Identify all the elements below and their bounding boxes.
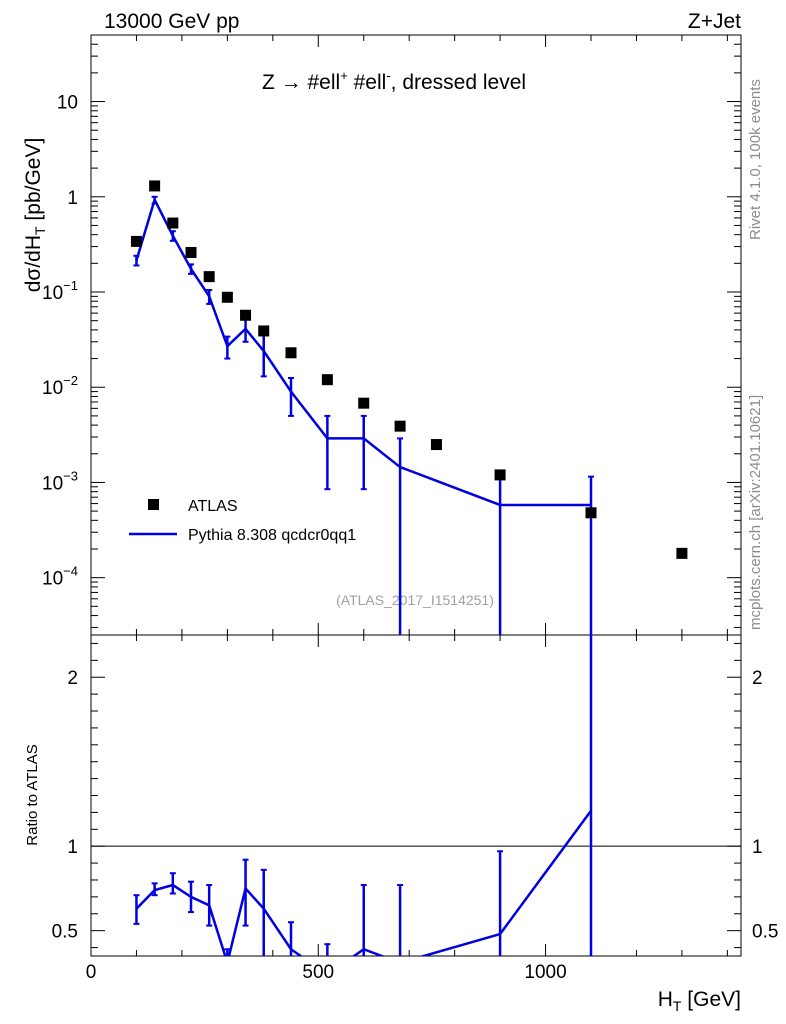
atlas-point [221,291,233,303]
atlas-point [185,246,197,258]
ratio-y-tick-label: 0.5 [52,922,78,943]
x-tick-label: 1000 [524,962,566,983]
legend-atlas-label: ATLAS [188,498,238,515]
rivet-label: Rivet 4.1.0, 100k events [747,79,764,240]
x-tick-label: 500 [302,962,334,983]
atlas-point [585,507,597,519]
y-tick-label: 10−3 [42,468,78,494]
atlas-point [430,439,442,451]
legend-mc-label: Pythia 8.308 qcdcr0qq1 [188,527,356,544]
main-marks [130,180,688,635]
ratio-y-tick-label-right: 2 [752,668,763,689]
analysis-id: (ATLAS_2017_I1514251) [336,592,494,608]
y-tick-label: 10 [57,93,78,114]
x-tick-label: 0 [86,962,97,983]
ratio-line [135,809,593,956]
atlas-point [321,374,333,386]
ratio-y-tick-label: 2 [67,668,78,689]
atlas-point [240,309,252,321]
legend: ATLAS Pythia 8.308 qcdcr0qq1 [129,498,356,544]
y-tick-label: 10−4 [42,564,78,590]
header-left: 13000 GeV pp [104,10,239,33]
atlas-point [130,235,142,247]
main-ylabel: dσ/dHT [pb/GeV] [22,138,48,293]
axis-ticks: 0 500 1000 10−4 10−3 10−2 10−1 1 10 0.5 0.5 1 1 2 2 [42,34,778,983]
ratio-marks [91,635,741,956]
y-tick-label: 1 [67,188,78,209]
ratio-y-tick-label-right: 1 [752,837,763,858]
y-tick-label: 10−1 [42,278,78,304]
atlas-point [203,271,215,283]
atlas-point [258,325,270,337]
atlas-point [167,217,179,229]
main-frame [90,34,742,636]
ratio-y-tick-label-right: 0.5 [752,922,778,943]
header-right: Z+Jet [688,10,741,33]
xlabel: HT [GeV] [658,988,741,1014]
atlas-point [358,397,370,409]
ratio-ylabel: Ratio to ATLAS [24,744,41,845]
mc-line [135,196,591,507]
ratio-y-tick-label: 1 [67,837,78,858]
atlas-point [676,547,688,559]
atlas-point [394,420,406,432]
ratio-frame [90,634,742,957]
atlas-point [285,347,297,359]
atlas-point [149,180,161,192]
process-label: Z → #ell+ #ell-, dressed level [262,68,526,94]
y-tick-label: 10−2 [42,373,78,399]
mcplots-label: mcplots.cern.ch [arXiv:2401.10621] [747,395,764,630]
atlas-point [494,469,506,481]
legend-atlas-marker [148,499,159,510]
